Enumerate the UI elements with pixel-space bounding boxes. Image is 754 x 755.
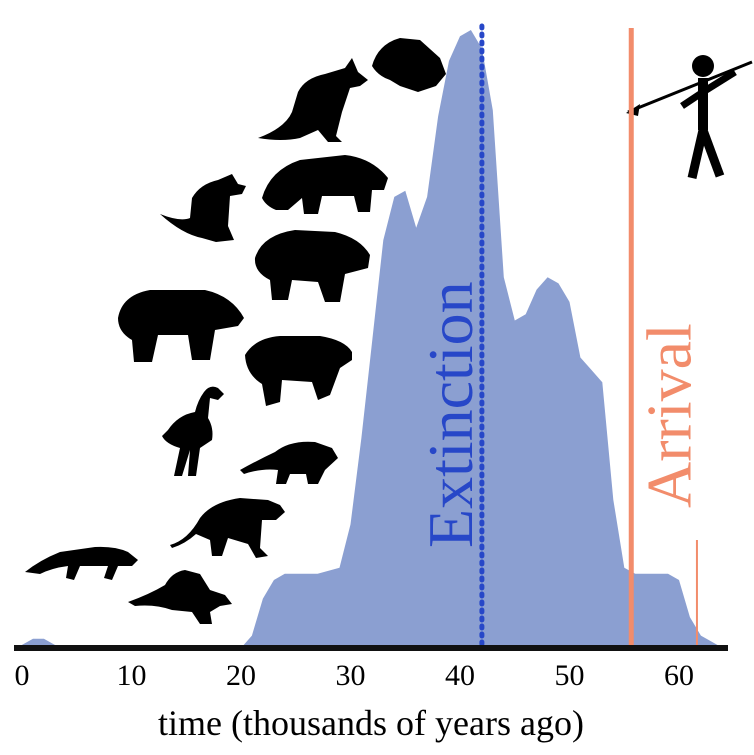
zygomaturus-silhouette: [254, 230, 370, 302]
x-tick-label-40: 40: [445, 659, 475, 692]
flightless-bird-silhouette: [162, 386, 224, 476]
thylacine-silhouette: [25, 546, 138, 580]
x-tick-label-30: 30: [336, 659, 366, 692]
x-tick-label-10: 10: [117, 659, 147, 692]
extinction-label: Extinction: [415, 281, 486, 548]
diprotodon-silhouette: [245, 336, 352, 406]
x-tick-label-0: 0: [15, 659, 30, 692]
x-axis-title: time (thousands of years ago): [158, 703, 584, 743]
x-tick-label-50: 50: [555, 659, 585, 692]
echidna-silhouette: [372, 38, 446, 92]
area-series-density: [22, 30, 723, 648]
palorchestes-silhouette: [262, 155, 388, 214]
giant-wombat-silhouette: [118, 290, 244, 362]
megafauna-silhouettes: [25, 38, 753, 624]
devil-silhouette: [240, 441, 338, 484]
human-hunter-silhouette: [626, 55, 753, 180]
wallaby-silhouette: [160, 174, 246, 242]
spotted-marsupial-lion-silhouette: [170, 498, 285, 558]
x-tick-label-20: 20: [226, 659, 256, 692]
kangaroo-silhouette-small: [128, 570, 232, 624]
kangaroo-silhouette-large: [258, 58, 368, 142]
x-tick-label-60: 60: [664, 659, 694, 692]
arrival-label: Arrival: [633, 323, 704, 508]
x-axis-ticks: 0 10 20 30 40 50 60: [15, 659, 695, 692]
